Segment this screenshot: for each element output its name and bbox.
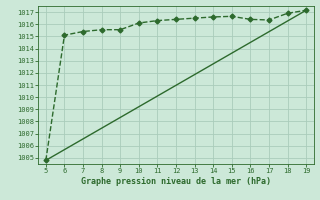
X-axis label: Graphe pression niveau de la mer (hPa): Graphe pression niveau de la mer (hPa) (81, 177, 271, 186)
